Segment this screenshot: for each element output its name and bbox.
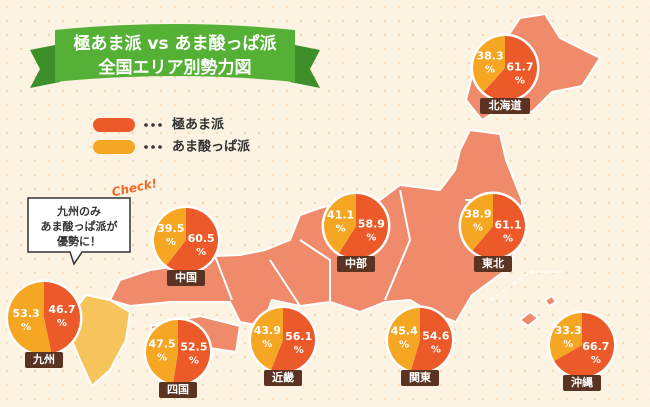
legend-label: あま酸っぱ派 (172, 139, 251, 155)
value-label: 52.5 (180, 340, 207, 353)
pie-wedge (554, 313, 614, 377)
value-label: 61.1 (494, 218, 521, 231)
pie-wedge (461, 194, 493, 251)
region-tag (401, 370, 439, 386)
region-name: 関東 (409, 370, 432, 384)
value-unit: % (591, 355, 601, 366)
value-label: 45.4 (391, 325, 418, 338)
pie-wedge (153, 208, 186, 266)
value-label: 41.1 (327, 209, 354, 222)
value-unit: % (503, 233, 513, 244)
callout-line: 九州のみ (56, 204, 101, 218)
value-unit: % (21, 322, 31, 333)
pie-wedge (483, 36, 537, 101)
pie-wedge (7, 282, 52, 354)
callout-line: あま酸っぱ派が (41, 219, 118, 233)
region-tag (474, 256, 512, 272)
pie-wedge (324, 193, 356, 254)
pie-wedge (271, 308, 315, 372)
region-name: 北海道 (489, 98, 522, 112)
value-label: 66.7 (582, 340, 609, 353)
region-tag (480, 98, 530, 114)
value-unit: % (336, 224, 346, 235)
value-label: 33.3 (555, 324, 582, 337)
value-unit: % (196, 247, 206, 258)
value-unit: % (189, 355, 199, 366)
value-label: 60.5 (188, 232, 215, 245)
value-unit: % (157, 353, 167, 364)
value-unit: % (431, 344, 441, 355)
callout-line: 優勢に！ (56, 234, 101, 248)
pie-wedge (473, 36, 505, 92)
region-name: 沖縄 (571, 375, 593, 389)
value-unit: % (166, 237, 176, 248)
okinawa-divider (489, 271, 565, 301)
value-unit: % (399, 340, 409, 351)
pie-wedge (146, 320, 178, 384)
pie-wedge (339, 194, 389, 258)
pie-wedge (410, 308, 453, 372)
value-unit: % (57, 318, 67, 329)
pie-wedge (472, 194, 525, 258)
value-label: 56.1 (285, 330, 312, 343)
value-label: 61.7 (506, 61, 533, 74)
value-label: 38.9 (464, 208, 491, 221)
title-ribbon (30, 24, 320, 88)
value-label: 53.3 (13, 307, 40, 320)
pie-wedge (172, 320, 211, 384)
value-unit: % (262, 339, 272, 350)
callout (27, 197, 131, 266)
value-unit: % (294, 345, 304, 356)
legend-dot (144, 123, 148, 127)
pie-wedge (166, 208, 218, 272)
legend-swatch (93, 140, 135, 154)
region-tag (25, 352, 63, 368)
value-label: 54.6 (422, 329, 449, 342)
legend-dot (151, 123, 155, 127)
value-label: 39.5 (157, 222, 184, 235)
value-label: 47.5 (148, 338, 175, 351)
value-unit: % (366, 232, 376, 243)
pie-wedge (250, 308, 283, 370)
legend-dot (151, 145, 155, 149)
value-label: 38.3 (476, 49, 503, 62)
legend-dot (158, 123, 162, 127)
region-name: 近畿 (272, 370, 294, 384)
title-line: 全国エリア別勢力図 (98, 57, 252, 78)
legend-label: 極あま派 (171, 117, 225, 133)
region-tag (337, 256, 375, 272)
region-name: 中国 (175, 270, 197, 284)
region-tag (167, 270, 205, 286)
title-line: 極あま派 vs あま酸っぱ派 (73, 33, 277, 54)
region-name: 四国 (167, 383, 189, 396)
legend-swatch (93, 118, 135, 132)
region-name: 東北 (482, 256, 504, 270)
value-unit: % (473, 223, 483, 234)
region-tag (264, 370, 302, 386)
legend-dot (158, 145, 162, 149)
pie-wedge (549, 312, 582, 361)
region-tag (159, 382, 197, 398)
region-name: 九州 (32, 352, 55, 366)
value-unit: % (563, 339, 573, 350)
pie-wedge (388, 308, 420, 371)
value-label: 58.9 (358, 217, 385, 230)
legend-dot (144, 145, 148, 149)
region-name: 中部 (345, 256, 367, 270)
value-unit: % (485, 64, 495, 75)
region-tag (563, 375, 601, 391)
pie-wedge (44, 282, 80, 354)
value-label: 46.7 (48, 303, 75, 316)
callout-tag: Check! (110, 176, 158, 199)
value-label: 43.9 (254, 324, 281, 337)
value-unit: % (515, 76, 525, 87)
